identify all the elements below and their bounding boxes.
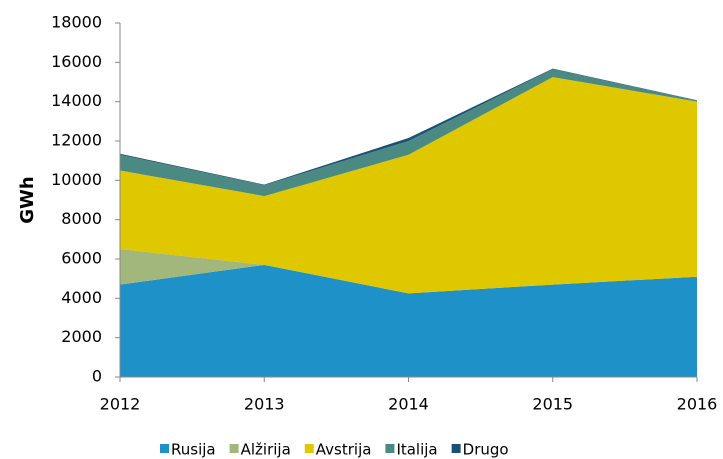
area xyxy=(120,264,697,377)
legend-label: Italija xyxy=(396,441,437,459)
legend-swatch xyxy=(304,444,314,453)
area xyxy=(120,77,697,294)
y-tick-label: 4000 xyxy=(61,288,102,307)
legend-label: Drugo xyxy=(463,441,509,459)
legend-label: Avstrija xyxy=(316,441,372,459)
y-tick-label: 14000 xyxy=(51,91,102,110)
legend-swatch xyxy=(385,444,395,453)
y-tick-label: 18000 xyxy=(51,13,102,32)
y-tick-label: 8000 xyxy=(61,209,102,228)
y-tick-label: 6000 xyxy=(61,249,102,268)
legend-label: Alžirija xyxy=(241,441,291,459)
legend-swatch xyxy=(229,444,239,453)
x-tick-label: 2013 xyxy=(244,395,285,414)
legend-swatch xyxy=(451,444,461,453)
legend-label: Rusija xyxy=(171,441,216,459)
y-tick-label: 16000 xyxy=(51,52,102,71)
x-tick-label: 2012 xyxy=(100,395,141,414)
x-tick-label: 2015 xyxy=(532,395,573,414)
x-tick-label: 2014 xyxy=(388,395,429,414)
y-tick-label: 12000 xyxy=(51,131,102,150)
y-tick-label: 10000 xyxy=(51,170,102,189)
x-tick-label: 2016 xyxy=(677,395,718,414)
y-tick-label: 2000 xyxy=(61,327,102,346)
y-tick-label: 0 xyxy=(92,367,102,386)
y-axis-label: GWh xyxy=(17,176,38,223)
legend-swatch xyxy=(160,444,169,453)
